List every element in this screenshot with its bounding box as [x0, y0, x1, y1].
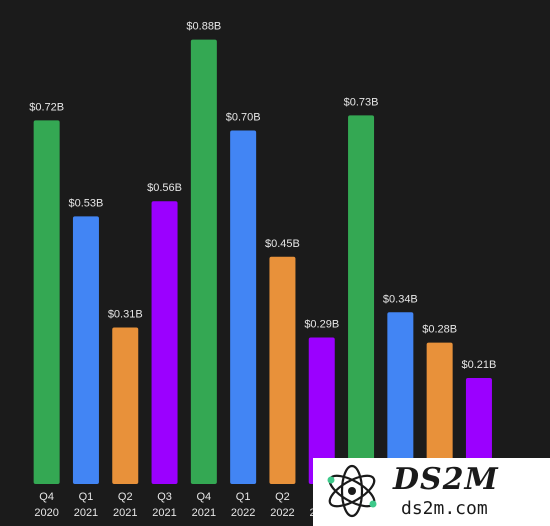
- x-tick-year: 2021: [113, 507, 137, 519]
- bar-5: [190, 39, 217, 484]
- bar-8: [308, 337, 335, 484]
- watermark-brand: DS2M: [393, 462, 499, 497]
- x-tick-year: 2021: [74, 507, 98, 519]
- x-tick-quarter: Q4: [39, 491, 54, 503]
- watermark: DS2M ds2m.com: [313, 458, 550, 526]
- x-tick-year: 2021: [152, 507, 176, 519]
- bar-value-label: $0.73B: [344, 96, 379, 108]
- bar-value-label: $0.28B: [422, 324, 457, 336]
- bar-11: [426, 342, 453, 484]
- x-tick-quarter: Q2: [118, 491, 133, 503]
- bar-10: [387, 312, 414, 484]
- bar-4: [151, 201, 178, 484]
- bar-value-label: $0.72B: [29, 101, 64, 113]
- x-tick-year: 2021: [192, 507, 216, 519]
- bar-value-label: $0.88B: [186, 21, 221, 33]
- bar-2: [72, 216, 99, 484]
- x-tick-quarter: Q3: [157, 491, 172, 503]
- bar-1: [33, 120, 60, 485]
- bar-value-label: $0.45B: [265, 238, 300, 250]
- bar-value-label: $0.56B: [147, 182, 182, 194]
- bar-3: [112, 327, 139, 484]
- x-tick-quarter: Q4: [197, 491, 212, 503]
- bar-12: [465, 377, 492, 484]
- bar-value-label: $0.29B: [304, 319, 339, 331]
- bar-value-label: $0.21B: [462, 359, 497, 371]
- atom-logo-icon: [327, 464, 377, 518]
- bar-value-label: $0.34B: [383, 293, 418, 305]
- x-tick-year: 2020: [34, 507, 58, 519]
- x-tick-quarter: Q2: [275, 491, 290, 503]
- bar-value-label: $0.31B: [108, 308, 143, 320]
- bar-value-label: $0.70B: [226, 112, 261, 124]
- x-tick-quarter: Q1: [79, 491, 94, 503]
- x-tick-year: 2022: [270, 507, 294, 519]
- watermark-domain: ds2m.com: [401, 498, 488, 519]
- bar-6: [230, 130, 257, 484]
- bar-9: [348, 115, 375, 484]
- x-tick-year: 2022: [231, 507, 255, 519]
- bar-7: [269, 256, 296, 484]
- bar-value-label: $0.53B: [69, 197, 104, 209]
- x-tick-quarter: Q1: [236, 491, 251, 503]
